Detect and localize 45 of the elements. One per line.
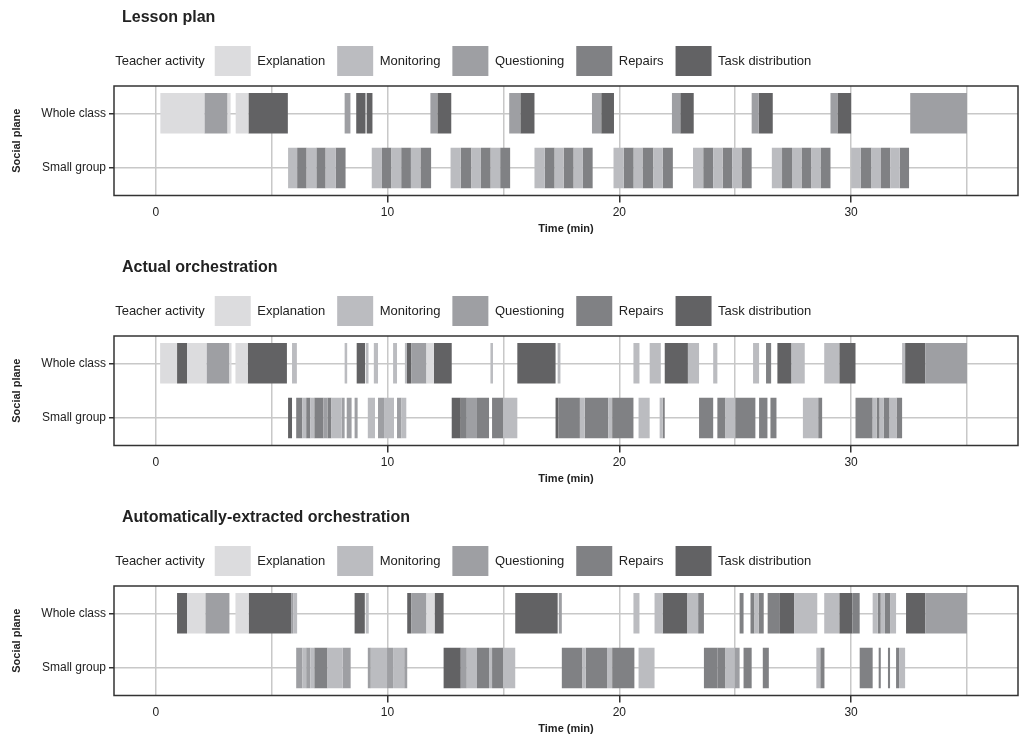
legend-title: Teacher activity — [115, 52, 206, 68]
y-tick-label: Small group — [41, 410, 107, 425]
legend-label: Repairs — [618, 552, 665, 568]
legend-label: Repairs — [618, 302, 665, 318]
legend-label: Monitoring — [379, 302, 441, 318]
legend-label: Monitoring — [379, 552, 441, 568]
x-axis-title: Time (min) — [538, 472, 595, 485]
chart-title: Actual orchestration — [122, 258, 279, 277]
y-axis-title: Social plane — [9, 358, 22, 423]
x-tick-label: 10 — [380, 454, 395, 469]
y-tick-label: Whole class — [41, 355, 106, 370]
x-tick-label: 30 — [844, 454, 859, 469]
y-tick-label: Small group — [41, 160, 107, 175]
x-tick-label: 0 — [152, 454, 160, 469]
chart-title: Automatically-extracted orchestration — [122, 508, 412, 527]
legend-label: Task distribution — [718, 552, 812, 568]
legend-title: Teacher activity — [115, 552, 206, 568]
y-axis-title: Social plane — [9, 108, 22, 173]
x-tick-label: 10 — [380, 704, 395, 719]
x-axis-title: Time (min) — [538, 222, 595, 235]
legend-label: Repairs — [618, 52, 665, 68]
x-tick-label: 30 — [844, 704, 859, 719]
y-tick-label: Small group — [41, 660, 107, 675]
legend-label: Task distribution — [718, 302, 812, 318]
legend-label: Explanation — [257, 552, 326, 568]
legend-label: Questioning — [494, 552, 565, 568]
x-tick-label: 20 — [612, 454, 627, 469]
x-tick-label: 0 — [152, 204, 160, 219]
x-tick-label: 10 — [380, 204, 395, 219]
legend-label: Explanation — [257, 52, 326, 68]
legend-label: Explanation — [257, 302, 326, 318]
legend-label: Monitoring — [379, 52, 441, 68]
legend-label: Questioning — [494, 52, 565, 68]
x-tick-label: 30 — [844, 204, 859, 219]
x-axis-title: Time (min) — [538, 722, 595, 735]
chart-title: Lesson plan — [122, 8, 217, 27]
x-tick-label: 0 — [152, 704, 160, 719]
y-tick-label: Whole class — [41, 105, 106, 120]
legend-label: Task distribution — [718, 52, 812, 68]
legend-title: Teacher activity — [115, 302, 206, 318]
legend-label: Questioning — [494, 302, 565, 318]
x-tick-label: 20 — [612, 204, 627, 219]
y-axis-title: Social plane — [9, 608, 22, 673]
x-tick-label: 20 — [612, 704, 627, 719]
y-tick-label: Whole class — [41, 605, 106, 620]
